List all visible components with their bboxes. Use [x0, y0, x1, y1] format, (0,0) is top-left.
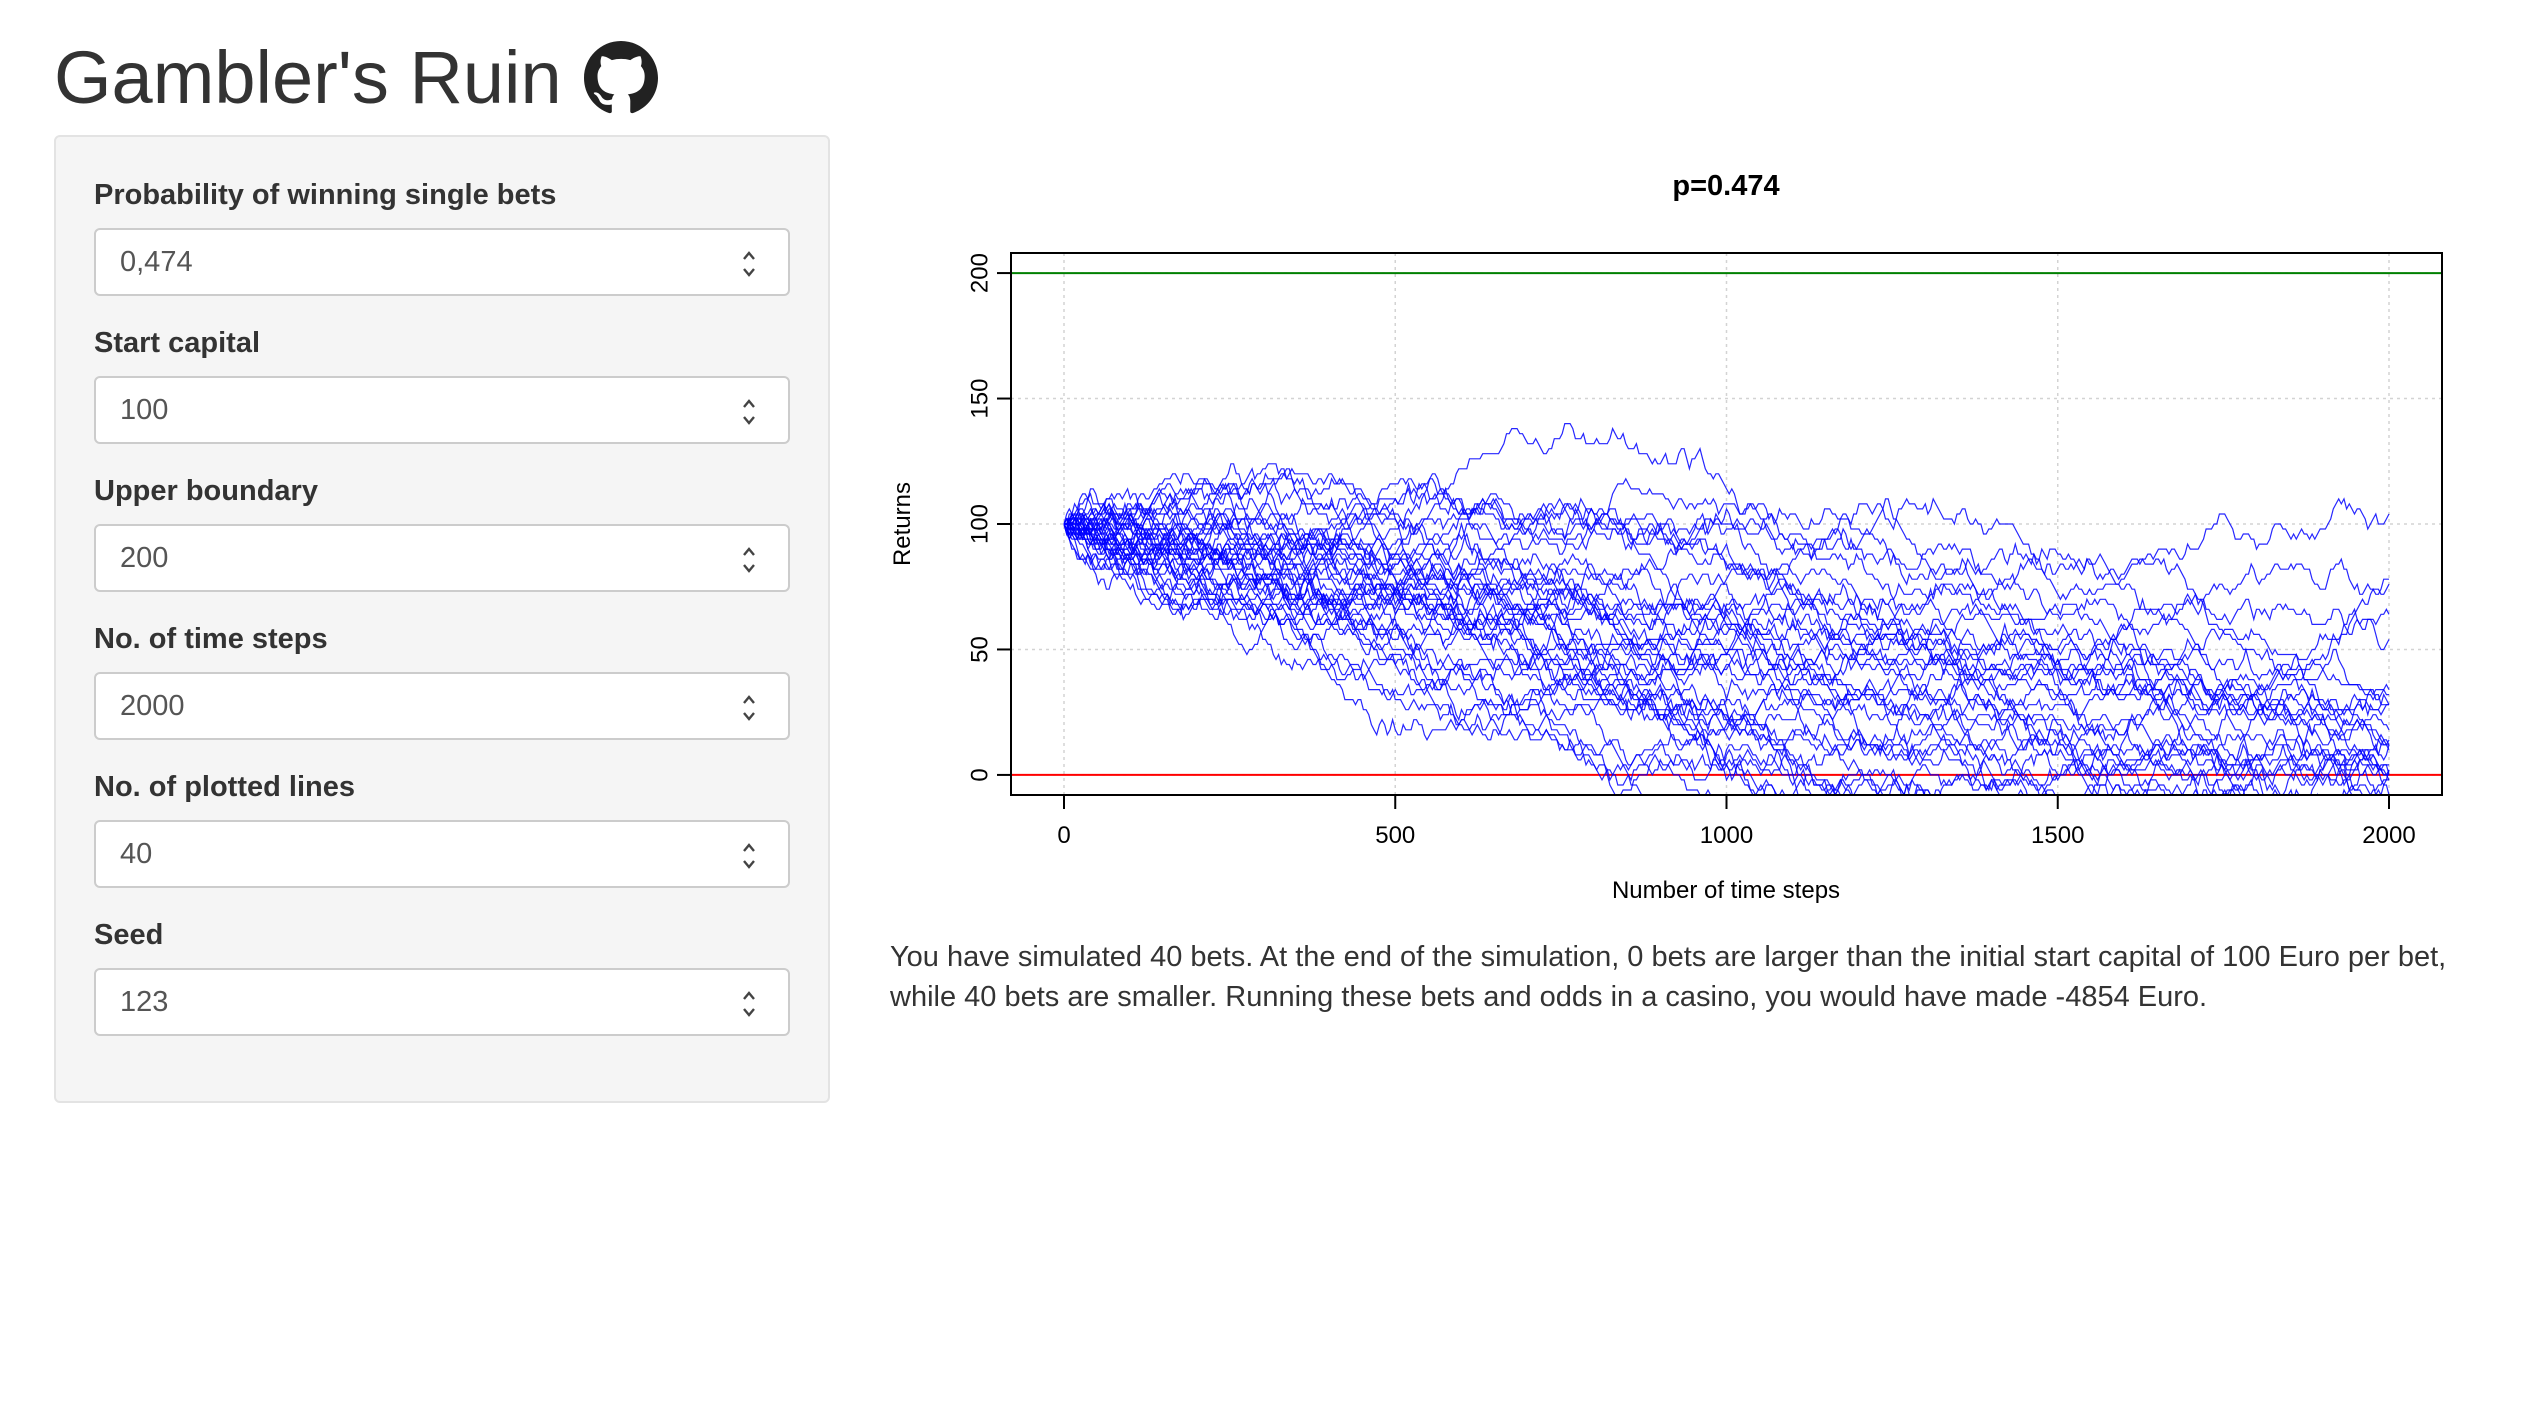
series-line [1064, 508, 2366, 795]
series-line [1063, 523, 1839, 795]
y-tick-label: 200 [966, 253, 993, 293]
y-tick-label: 0 [966, 768, 993, 781]
spinner-icon[interactable] [740, 395, 758, 429]
spinner-icon[interactable] [740, 987, 758, 1021]
probability-label: Probability of winning single bets [94, 179, 557, 211]
spinner-icon[interactable] [740, 691, 758, 725]
spinner-icon[interactable] [740, 543, 758, 577]
returns-line-chart: 0 500 1000 1500 2000 0 50 100 150 200 p=0.474 Num… [889, 170, 2443, 904]
series-line [1063, 523, 1945, 795]
upper-boundary-value: 200 [120, 541, 169, 574]
series-line [1063, 497, 2390, 716]
y-axis-label: Returns [889, 482, 916, 566]
start-capital-field: Start capital 100 [94, 325, 790, 444]
start-capital-input[interactable]: 100 [94, 376, 790, 444]
x-axis-label: Number of time steps [1612, 877, 1840, 904]
time-steps-value: 2000 [120, 689, 185, 722]
series-line [1063, 467, 2390, 732]
series-line [1063, 517, 2390, 776]
time-steps-field: No. of time steps 2000 [94, 621, 790, 740]
seed-value: 123 [120, 985, 169, 1018]
series-line [1063, 517, 2300, 795]
x-tick-label: 1000 [1700, 822, 1753, 849]
x-tick-label: 2000 [2362, 822, 2415, 849]
spinner-icon[interactable] [740, 839, 758, 873]
plotted-lines-input[interactable]: 40 [94, 820, 790, 888]
axis-layer: 0 500 1000 1500 2000 0 50 100 150 200 [966, 253, 2415, 849]
probability-field: Probability of winning single bets 0,474 [94, 177, 790, 296]
series-layer [1063, 423, 2390, 795]
series-line [1063, 468, 2390, 616]
plotted-lines-value: 40 [120, 837, 153, 870]
seed-field: Seed 123 [94, 917, 790, 1036]
series-line [1064, 507, 2056, 795]
sidebar-panel: Probability of winning single bets 0,474… [54, 135, 830, 1103]
series-line [1063, 477, 2390, 621]
x-tick-label: 500 [1375, 822, 1415, 849]
plotted-lines-field: No. of plotted lines 40 [94, 769, 790, 888]
series-line [1064, 498, 2353, 795]
series-line [1063, 503, 2390, 795]
series-line [1063, 493, 2389, 666]
plotted-lines-label: No. of plotted lines [94, 771, 355, 803]
title-row: Gambler's Ruin [54, 28, 658, 128]
upper-boundary-field: Upper boundary 200 [94, 473, 790, 592]
github-icon[interactable] [583, 41, 658, 115]
series-line [1063, 498, 1826, 795]
upper-boundary-input[interactable]: 200 [94, 524, 790, 592]
probability-input[interactable]: 0,474 [94, 228, 790, 296]
chart-title: p=0.474 [1672, 170, 1779, 202]
x-tick-label: 0 [1057, 822, 1070, 849]
time-steps-input[interactable]: 2000 [94, 672, 790, 740]
y-tick-label: 150 [966, 379, 993, 419]
series-line [1064, 487, 2389, 795]
spinner-icon[interactable] [740, 247, 758, 281]
start-capital-label: Start capital [94, 327, 260, 359]
y-tick-label: 50 [966, 636, 993, 663]
seed-input[interactable]: 123 [94, 968, 790, 1036]
upper-boundary-label: Upper boundary [94, 475, 318, 507]
series-line [1064, 507, 2390, 757]
probability-value: 0,474 [120, 245, 193, 278]
series-line [1064, 502, 1643, 795]
series-line [1063, 512, 1853, 795]
series-line [1063, 523, 2390, 781]
simulation-summary: You have simulated 40 bets. At the end o… [890, 941, 2447, 1013]
y-tick-label: 100 [966, 504, 993, 544]
x-tick-label: 1500 [2031, 822, 2084, 849]
series-line [1064, 477, 2389, 726]
page-title: Gambler's Ruin [54, 36, 562, 119]
plot-container: 0 500 1000 1500 2000 0 50 100 150 200 p=0.474 Num… [860, 135, 2520, 915]
seed-label: Seed [94, 919, 164, 951]
start-capital-value: 100 [120, 393, 169, 426]
time-steps-label: No. of time steps [94, 623, 328, 655]
series-line [1064, 507, 2390, 702]
